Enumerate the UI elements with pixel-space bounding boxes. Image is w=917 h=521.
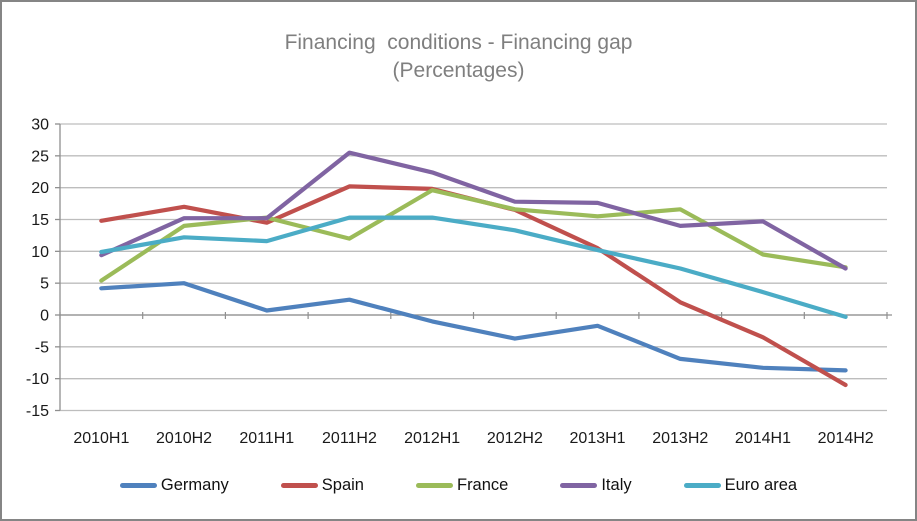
y-axis-labels: 30 25 20 15 10 5 0 -5 -10 -15 xyxy=(26,117,49,421)
y-axis-label: 5 xyxy=(40,276,49,293)
legend-label: Spain xyxy=(321,476,364,494)
x-axis-label: 2013H2 xyxy=(652,430,708,447)
series-line-france xyxy=(99,188,848,283)
legend-label: Italy xyxy=(601,476,632,494)
y-axis-label: 10 xyxy=(31,244,49,261)
x-axis-label: 2013H1 xyxy=(570,430,626,447)
legend-item-italy: Italy xyxy=(560,476,632,495)
x-axis-label: 2010H2 xyxy=(156,430,212,447)
x-axis-label: 2011H1 xyxy=(239,430,294,447)
x-axis-label: 2012H1 xyxy=(404,430,460,447)
series-line-germany xyxy=(99,281,848,373)
chart-subtitle: (Percentages) xyxy=(392,59,525,82)
y-axis-label: 15 xyxy=(31,212,49,229)
x-axis-label: 2014H2 xyxy=(818,430,874,447)
series-line-italy xyxy=(99,150,848,271)
x-axis-label: 2010H1 xyxy=(73,430,129,447)
x-axis xyxy=(59,312,892,319)
x-axis-labels: 2010H1 2010H2 2011H1 2011H2 2012H1 2012H2 2013… xyxy=(73,430,873,447)
y-axis-label: -10 xyxy=(26,371,49,388)
legend-item-euro-area: Euro area xyxy=(683,476,798,495)
legend-swatch-italy xyxy=(560,483,598,488)
legend-label: France xyxy=(456,476,509,494)
y-axis xyxy=(55,123,61,412)
chart-title-block: Financing conditions - Financing gap (Pe… xyxy=(2,29,915,85)
y-axis-label: 25 xyxy=(31,148,49,165)
legend-label: Germany xyxy=(160,476,229,494)
legend-swatch-france xyxy=(415,483,453,488)
y-axis-label: 0 xyxy=(40,308,49,325)
y-axis-label: 30 xyxy=(31,117,49,134)
series-line-euro-area xyxy=(99,215,848,319)
legend: Germany Spain France Italy Euro area xyxy=(2,476,915,495)
chart-title: Financing conditions - Financing gap xyxy=(284,31,633,54)
y-axis-label: 20 xyxy=(31,180,49,197)
x-axis-label: 2011H2 xyxy=(322,430,377,447)
y-axis-label: -15 xyxy=(26,403,49,420)
x-axis-label: 2014H1 xyxy=(735,430,791,447)
legend-item-france: France xyxy=(415,476,509,495)
y-axis-label: -5 xyxy=(35,339,49,356)
legend-swatch-germany xyxy=(119,483,157,488)
legend-swatch-spain xyxy=(280,483,318,488)
legend-item-germany: Germany xyxy=(119,476,229,495)
legend-label: Euro area xyxy=(724,476,798,494)
plot-lines xyxy=(99,150,848,388)
x-axis-label: 2012H2 xyxy=(487,430,543,447)
legend-item-spain: Spain xyxy=(280,476,364,495)
legend-swatch-euro-area xyxy=(683,483,721,488)
